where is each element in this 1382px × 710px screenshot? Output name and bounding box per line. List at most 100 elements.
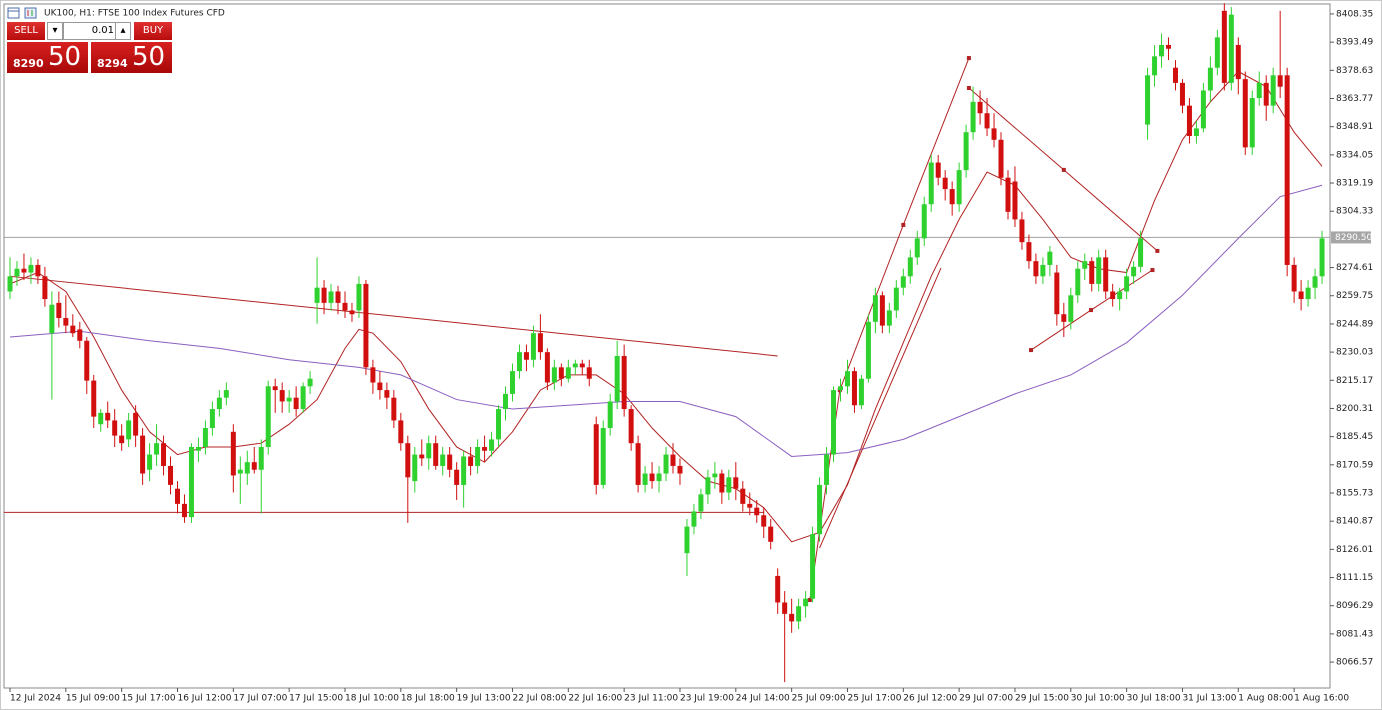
- candle-body: [628, 409, 634, 444]
- candle-body: [412, 454, 418, 482]
- candle-body: [928, 162, 934, 205]
- y-tick-label: 8140.87: [1336, 517, 1373, 527]
- last-price-label: 8290.50: [1335, 233, 1372, 243]
- x-tick-label: 12 Jul 2024: [10, 694, 61, 704]
- candle-body: [698, 494, 704, 512]
- candle-body: [1305, 287, 1311, 300]
- candle-body: [803, 598, 809, 607]
- x-tick-label: 17 Jul 15:00: [289, 694, 343, 704]
- candle-body: [593, 424, 599, 485]
- candle-body: [489, 439, 495, 451]
- candle-body: [49, 304, 55, 334]
- candle-body: [851, 371, 857, 406]
- candle-body: [1138, 238, 1144, 267]
- x-tick-label: 15 Jul 09:00: [66, 694, 120, 704]
- candle-body: [516, 352, 522, 372]
- sell-price-pips: 50: [48, 42, 82, 72]
- candle-body: [670, 454, 676, 466]
- candle-body: [112, 420, 118, 436]
- candle-body: [1152, 56, 1158, 76]
- x-tick-label: 29 Jul 07:00: [959, 694, 1013, 704]
- y-tick-label: 8215.17: [1336, 376, 1373, 386]
- lot-down[interactable]: ▾: [47, 22, 63, 40]
- candle-body: [105, 412, 111, 421]
- candle-body: [824, 454, 830, 485]
- x-tick-label: 25 Jul 09:00: [792, 694, 846, 704]
- y-tick-label: 8408.35: [1336, 9, 1373, 19]
- candle-body: [70, 325, 76, 334]
- candle-body: [440, 454, 446, 466]
- candle-body: [509, 371, 515, 394]
- candle-body: [468, 456, 474, 466]
- candle-body: [1207, 67, 1213, 91]
- candle-body: [1179, 82, 1185, 106]
- candle-body: [1103, 257, 1109, 292]
- candle-body: [977, 101, 983, 114]
- buy-button[interactable]: BUY: [134, 22, 172, 40]
- candle-body: [307, 378, 313, 387]
- candle-body: [475, 446, 481, 466]
- candle-body: [223, 390, 229, 398]
- candle-body: [705, 477, 711, 495]
- candle-body: [272, 386, 278, 391]
- indicator-line: [9, 184, 1323, 457]
- candle-body: [914, 238, 920, 258]
- window-icon: [7, 7, 37, 19]
- candle-body: [963, 132, 969, 171]
- candle-body: [503, 393, 509, 410]
- candle-body: [970, 101, 976, 133]
- x-tick-label: 1 Aug 16:00: [1294, 694, 1349, 704]
- candle-body: [1214, 37, 1220, 68]
- candle-body: [1256, 82, 1262, 99]
- candle-body: [1117, 291, 1123, 300]
- candle-body: [1026, 242, 1032, 262]
- y-tick-label: 8363.77: [1336, 94, 1373, 104]
- y-tick-label: 8244.89: [1336, 319, 1373, 329]
- candle-body: [1061, 314, 1067, 322]
- buy-price[interactable]: 8294 50: [91, 42, 172, 73]
- y-tick-label: 8230.03: [1336, 348, 1373, 358]
- x-tick-label: 26 Jul 12:00: [903, 694, 957, 704]
- candle-body: [1012, 181, 1018, 220]
- candle-body: [544, 352, 550, 383]
- line-anchor: [966, 56, 971, 61]
- candle-body: [879, 295, 885, 326]
- candle-body: [391, 397, 397, 421]
- candle-body: [1298, 291, 1304, 300]
- line-anchor: [901, 222, 906, 227]
- candle-body: [133, 412, 139, 436]
- lot-input[interactable]: 0.01: [63, 22, 117, 40]
- candle-body: [1221, 10, 1227, 83]
- x-tick-label: 19 Jul 13:00: [457, 694, 511, 704]
- candle-body: [886, 310, 892, 326]
- candle-body: [572, 363, 578, 368]
- x-tick-label: 29 Jul 15:00: [1015, 694, 1069, 704]
- candle-body: [558, 367, 564, 379]
- candle-body: [195, 446, 201, 451]
- y-tick-label: 8185.45: [1336, 432, 1373, 442]
- y-tick-label: 8066.57: [1336, 658, 1373, 668]
- buy-price-main: 8294: [97, 57, 128, 70]
- candle-body: [1312, 276, 1318, 288]
- line-anchor: [1089, 308, 1094, 313]
- sell-button[interactable]: SELL: [7, 22, 45, 40]
- candle-body: [1270, 75, 1276, 106]
- candle-body: [726, 477, 732, 493]
- x-tick-label: 30 Jul 10:00: [1071, 694, 1125, 704]
- candle-body: [579, 363, 585, 368]
- candle-body: [482, 446, 488, 451]
- candle-body: [237, 469, 243, 474]
- candle-body: [586, 367, 592, 379]
- sell-price-main: 8290: [13, 57, 44, 70]
- candle-body: [1089, 261, 1095, 284]
- candle-body: [321, 287, 327, 303]
- candle-body: [921, 204, 927, 239]
- y-tick-label: 8126.01: [1336, 545, 1373, 555]
- candle-body: [984, 113, 990, 129]
- candle-body: [621, 355, 627, 410]
- y-tick-label: 8304.33: [1336, 207, 1373, 217]
- candle-body: [181, 503, 187, 518]
- sell-price[interactable]: 8290 50: [7, 42, 88, 73]
- lot-up[interactable]: ▴: [115, 22, 131, 40]
